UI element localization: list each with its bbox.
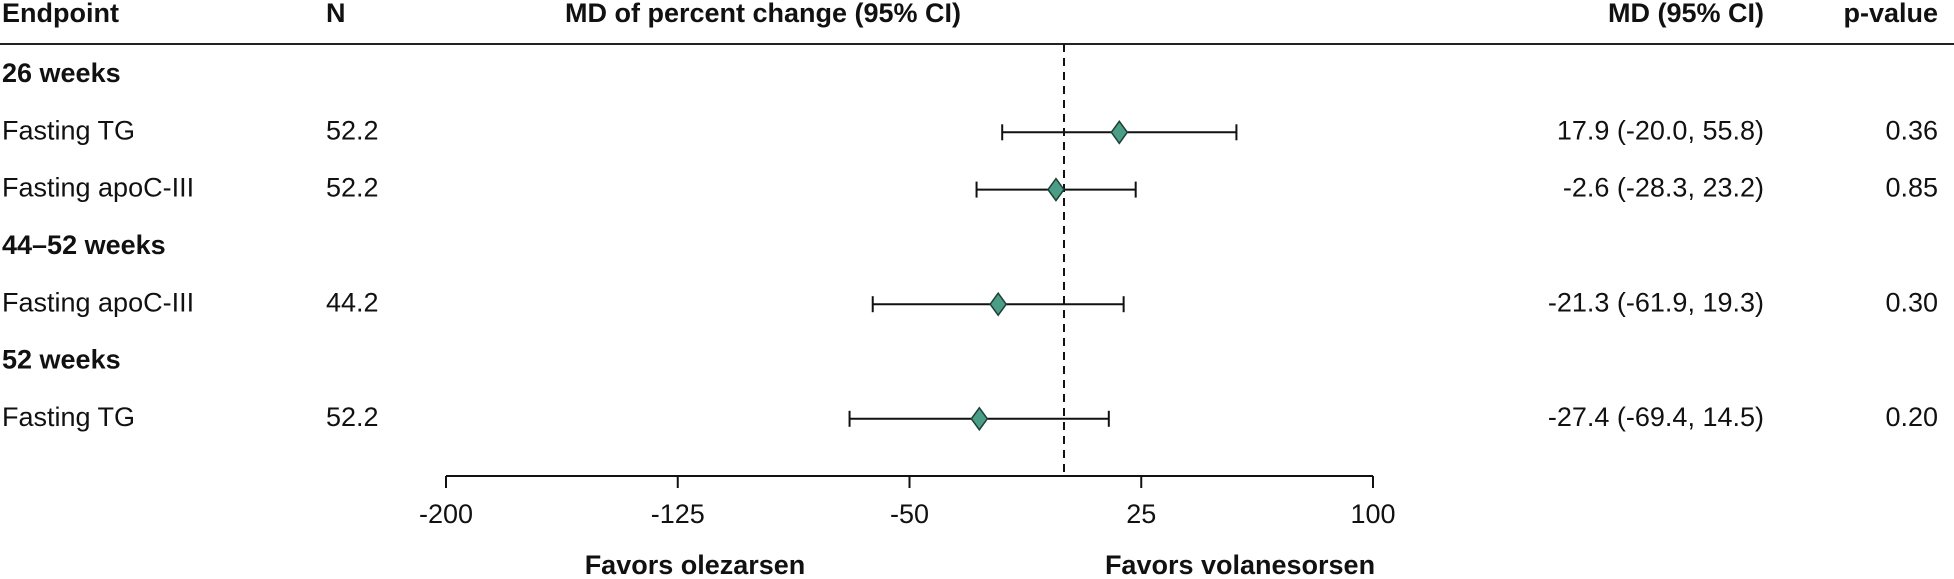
endpoint-label: Fasting apoC-III <box>2 173 194 203</box>
x-tick-label: 25 <box>1126 499 1156 529</box>
header-plot: MD of percent change (95% CI) <box>565 0 961 28</box>
md-label: 17.9 (-20.0, 55.8) <box>1557 115 1764 145</box>
endpoint-label: Fasting apoC-III <box>2 287 194 317</box>
md-label: -27.4 (-69.4, 14.5) <box>1548 402 1764 432</box>
estimate-diamond <box>970 406 989 432</box>
favors-left: Favors olezarsen <box>585 550 806 579</box>
header-p: p-value <box>1843 0 1938 28</box>
estimate-diamond <box>1047 177 1065 202</box>
group-label: 44–52 weeks <box>2 230 166 260</box>
header-n: N <box>326 0 346 28</box>
x-tick-label: -125 <box>651 499 705 529</box>
endpoint-label: Fasting TG <box>2 115 135 145</box>
n-value: 52.2 <box>326 115 379 145</box>
group-label: 26 weeks <box>2 58 121 88</box>
header-endpoint: Endpoint <box>2 0 119 28</box>
p-value: 0.20 <box>1885 402 1938 432</box>
estimate-diamond <box>989 291 1008 317</box>
endpoint-label: Fasting TG <box>2 402 135 432</box>
n-value: 52.2 <box>326 173 379 203</box>
group-label: 52 weeks <box>2 345 121 375</box>
md-label: -21.3 (-61.9, 19.3) <box>1548 287 1764 317</box>
estimate-diamond <box>1110 120 1129 145</box>
n-value: 52.2 <box>326 402 379 432</box>
n-value: 44.2 <box>326 287 379 317</box>
x-tick-label: -200 <box>419 499 473 529</box>
md-label: -2.6 (-28.3, 23.2) <box>1563 173 1764 203</box>
p-value: 0.30 <box>1885 287 1938 317</box>
p-value: 0.85 <box>1885 173 1938 203</box>
x-tick-label: 100 <box>1350 499 1395 529</box>
x-tick-label: -50 <box>890 499 929 529</box>
header-md: MD (95% CI) <box>1608 0 1764 28</box>
favors-right: Favors volanesorsen <box>1105 550 1375 579</box>
p-value: 0.36 <box>1885 115 1938 145</box>
